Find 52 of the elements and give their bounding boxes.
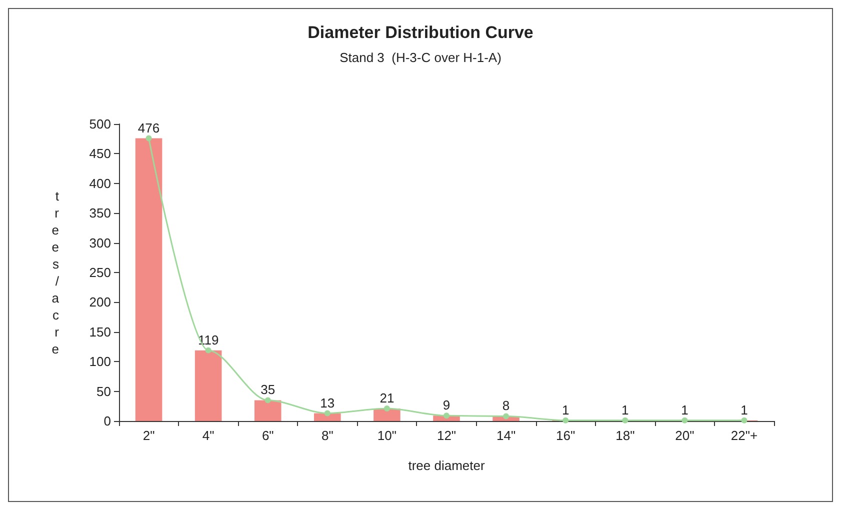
x-tick-label: 8" <box>321 428 334 443</box>
chart-subtitle: Stand 3 (H-3-C over H-1-A) <box>340 50 502 65</box>
x-tick-label: 4" <box>202 428 215 443</box>
data-label: 8 <box>502 398 510 414</box>
point <box>741 417 748 424</box>
data-label: 13 <box>320 395 335 410</box>
bar <box>254 400 282 421</box>
point <box>205 347 212 354</box>
x-tick-label: 14" <box>496 428 516 443</box>
x-tick-label: 10" <box>377 428 397 443</box>
point <box>622 417 628 424</box>
point <box>146 135 152 142</box>
x-tick-label: 20" <box>675 428 695 443</box>
bar <box>314 413 341 421</box>
text: trees/acre <box>52 188 59 356</box>
y-tick-label: 250 <box>89 265 111 280</box>
data-label: 35 <box>260 382 276 398</box>
bar <box>135 138 162 421</box>
point <box>682 417 688 424</box>
data-label: 1 <box>562 402 570 418</box>
bar <box>194 350 222 421</box>
y-tick-label: 400 <box>89 176 111 191</box>
x-tick-label: 6" <box>262 428 274 443</box>
data-label: 119 <box>198 332 219 348</box>
data-label: 476 <box>138 120 160 136</box>
y-tick-label: 350 <box>89 206 111 221</box>
data-label: 1 <box>681 402 688 418</box>
data-label: 1 <box>622 402 629 418</box>
y-tick-label: 450 <box>89 146 111 162</box>
point <box>503 413 510 420</box>
point <box>264 397 271 404</box>
point <box>562 417 569 424</box>
data-label: 9 <box>442 398 450 413</box>
data-label: 1 <box>740 402 748 418</box>
x-tick-label: 2" <box>142 428 156 443</box>
y-tick-label: 500 <box>89 116 111 132</box>
x-tick-label: 12" <box>436 428 456 443</box>
y-tick-label: 150 <box>89 324 111 340</box>
y-tick-label: 200 <box>89 294 111 310</box>
y-tick-label: 0 <box>104 414 111 428</box>
y-tick-label: 100 <box>89 354 111 370</box>
x-tick-label: 22"+ <box>730 428 758 443</box>
x-tick-label: 18" <box>616 428 636 443</box>
chart-title: Diameter Distribution Curve <box>308 23 534 42</box>
point <box>444 412 450 419</box>
point <box>384 406 390 412</box>
y-tick-label: 50 <box>96 384 111 399</box>
x-axis-title: tree diameter <box>408 458 486 473</box>
y-tick-label: 300 <box>89 235 111 250</box>
data-label: 21 <box>380 390 394 406</box>
point <box>324 410 330 416</box>
x-tick-label: 16" <box>556 428 576 443</box>
